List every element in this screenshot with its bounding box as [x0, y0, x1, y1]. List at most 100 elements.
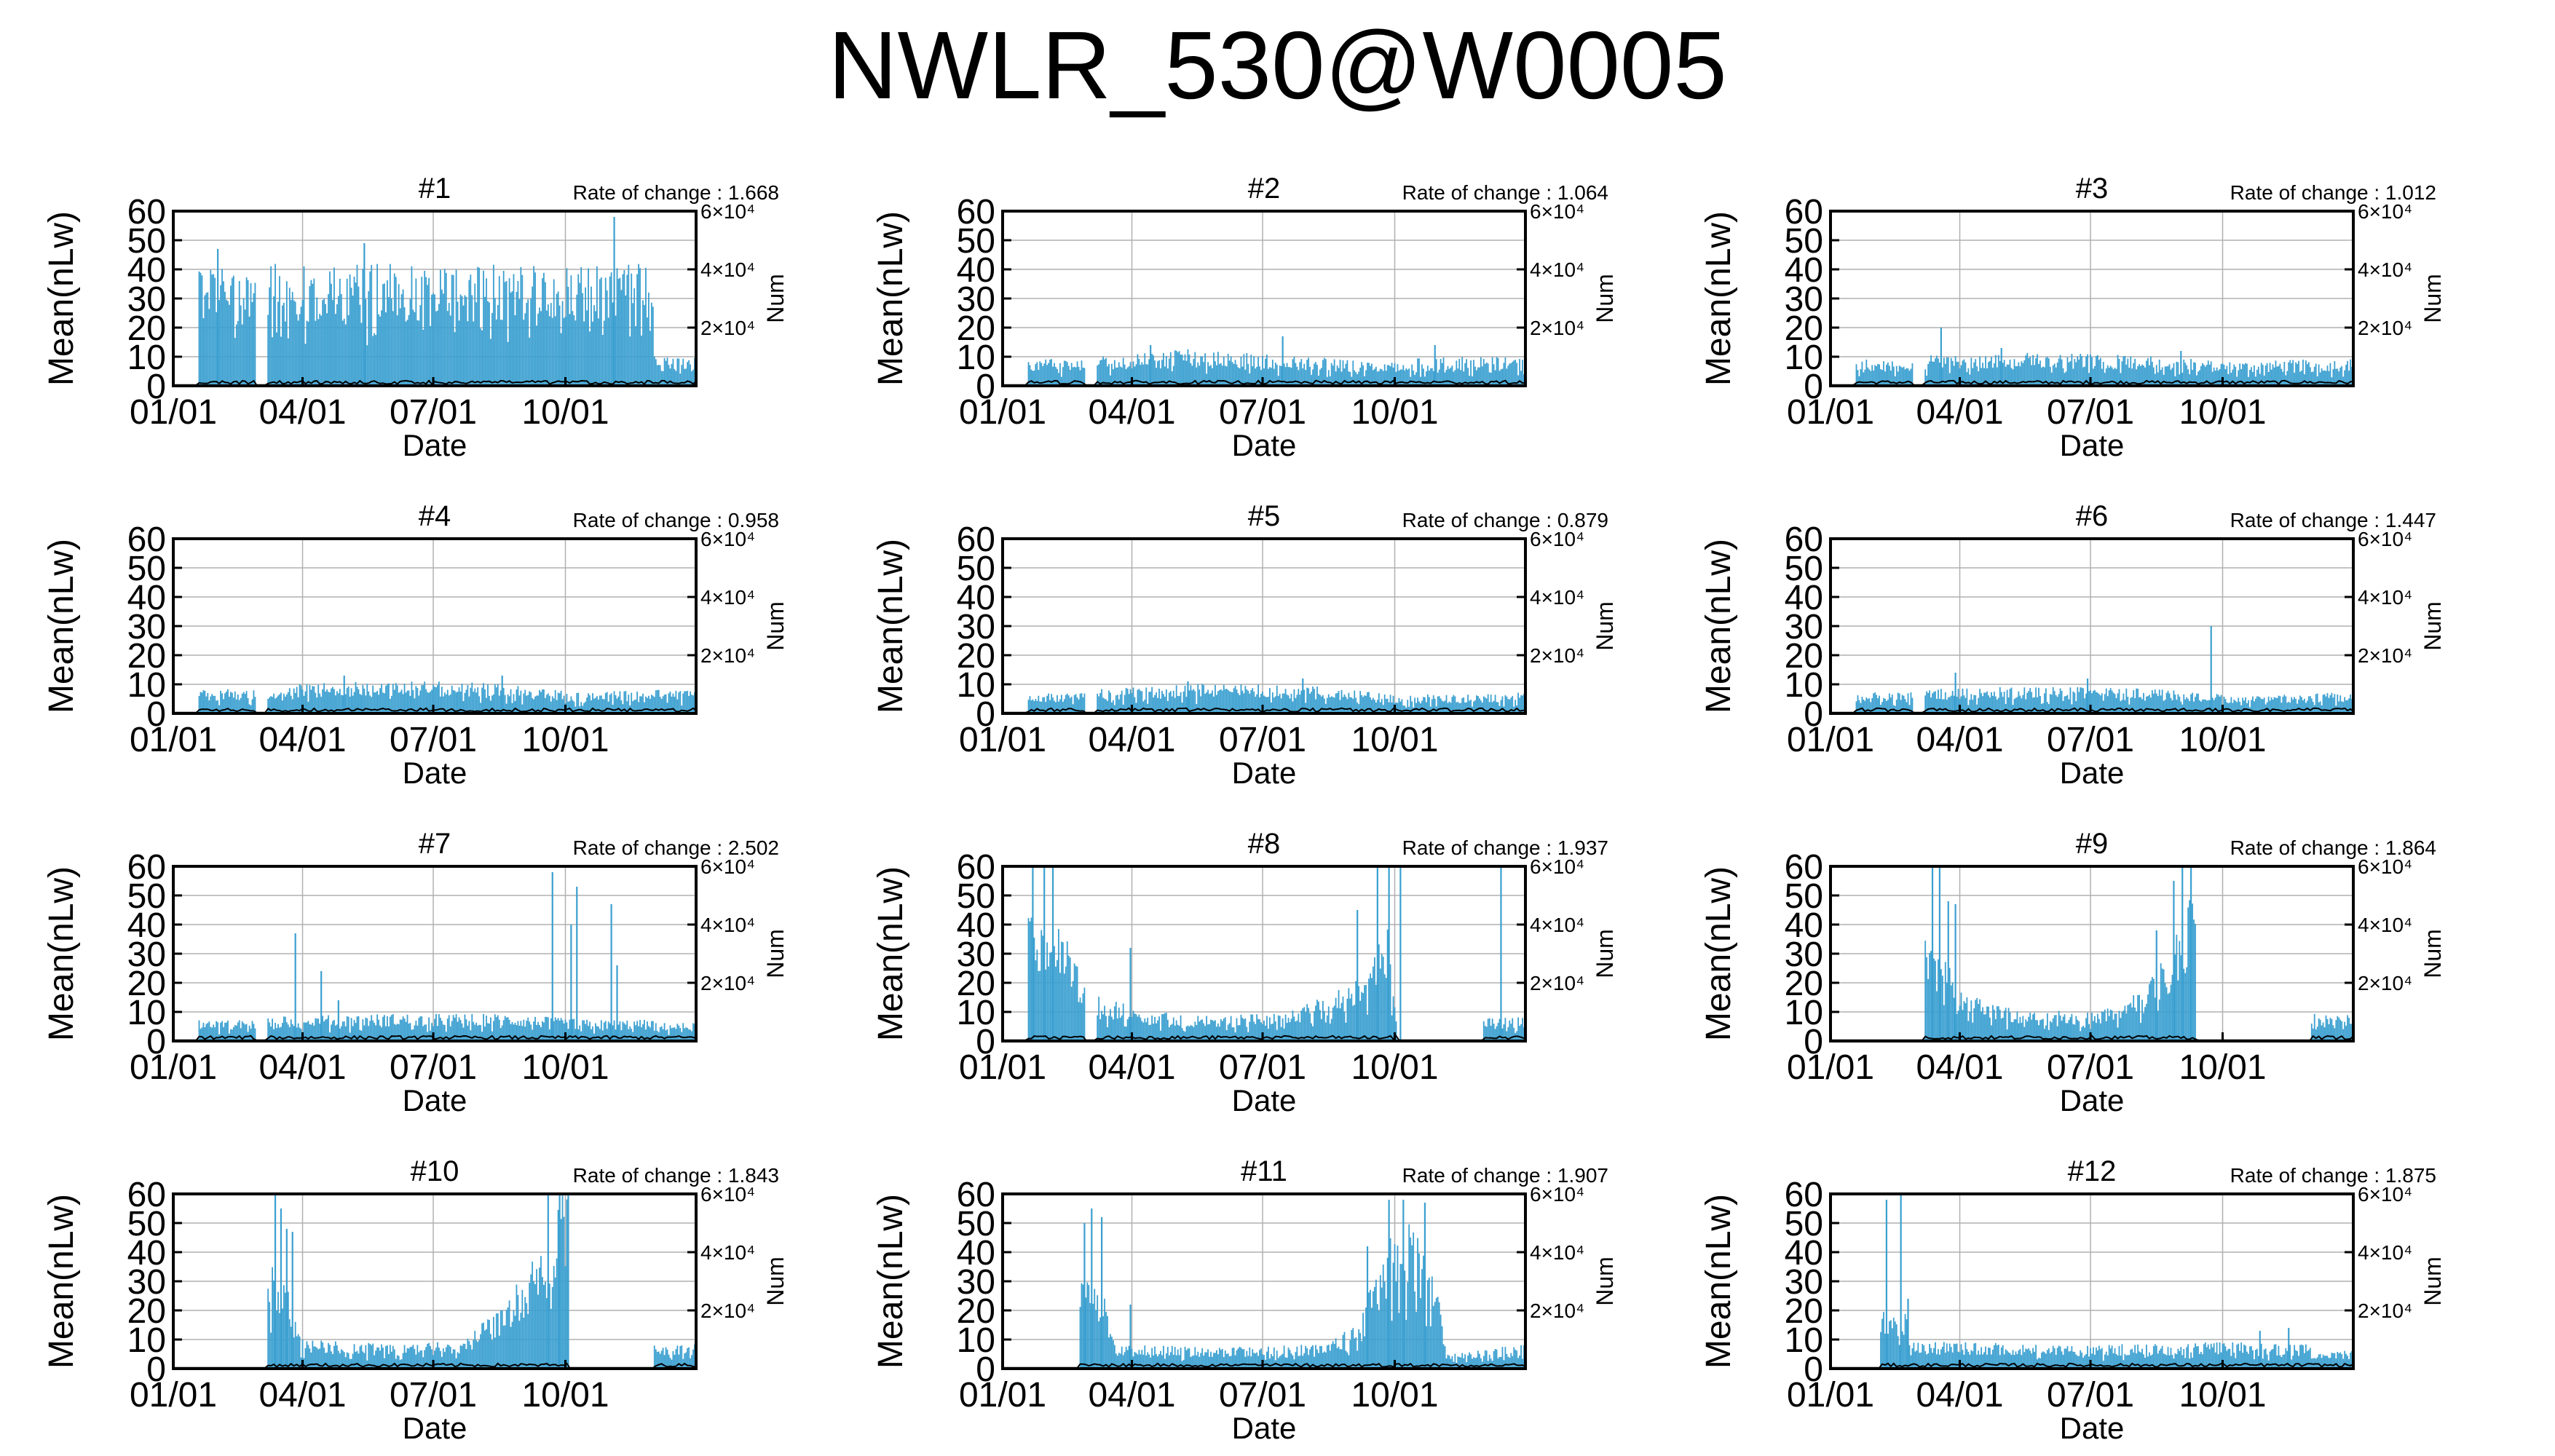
x-tick-label: 01/01 [1787, 1048, 1874, 1087]
y-tick-label: 60 [957, 1176, 995, 1214]
rate-of-change-label: Rate of change : 0.879 [1402, 509, 1608, 531]
y-tick-label: 60 [127, 1176, 166, 1214]
y-tick-label: 10 [1785, 339, 1823, 377]
y-tick-label: 0 [146, 1350, 166, 1389]
y2-tick-label: 4×10⁴ [700, 914, 755, 936]
subplot-title: #12 [2068, 1155, 2117, 1187]
rate-of-change-label: Rate of change : 1.012 [2230, 181, 2436, 204]
y-tick-label: 20 [1785, 309, 1823, 348]
x-axis-label: Date [403, 428, 467, 462]
y2-axis-label: Num [2420, 274, 2446, 323]
x-tick-label: 04/01 [258, 1048, 346, 1087]
y-axis-label: Mean(nLw) [1699, 1194, 1738, 1369]
y-axis-label: Mean(nLw) [872, 211, 910, 386]
y-tick-label: 30 [1785, 608, 1823, 646]
y-tick-label: 20 [1785, 637, 1823, 676]
x-tick-label: 01/01 [130, 1048, 217, 1087]
x-tick-label: 10/01 [1351, 1048, 1438, 1087]
y-axis-label: Mean(nLw) [42, 866, 81, 1041]
x-axis-label: Date [2060, 756, 2125, 790]
y-tick-label: 40 [127, 1234, 166, 1273]
y-axis-label: Mean(nLw) [1699, 866, 1738, 1041]
x-tick-label: 07/01 [1219, 1376, 1306, 1415]
y-tick-label: 60 [127, 193, 166, 232]
y2-axis-label: Num [762, 601, 789, 651]
y-tick-label: 0 [976, 368, 995, 406]
y-tick-label: 0 [146, 1023, 166, 1061]
y2-axis-label: Num [762, 1257, 789, 1306]
y-tick-label: 30 [1785, 280, 1823, 319]
rate-of-change-label: Rate of change : 1.064 [1402, 181, 1608, 204]
x-tick-label: 07/01 [390, 393, 477, 432]
x-axis-label: Date [403, 1083, 467, 1117]
y-tick-label: 30 [127, 935, 166, 974]
rate-of-change-label: Rate of change : 0.958 [573, 509, 779, 531]
y2-tick-label: 4×10⁴ [2358, 1241, 2412, 1264]
y-tick-label: 10 [1785, 994, 1823, 1032]
y-tick-label: 20 [1785, 965, 1823, 1003]
x-axis-label: Date [1232, 428, 1297, 462]
x-tick-label: 04/01 [1088, 1048, 1175, 1087]
y2-tick-label: 4×10⁴ [1530, 1241, 1584, 1264]
y2-tick-label: 4×10⁴ [2358, 914, 2412, 936]
y2-tick-label: 2×10⁴ [1530, 1299, 1584, 1322]
x-tick-label: 04/01 [258, 721, 346, 759]
y2-tick-label: 2×10⁴ [700, 972, 755, 994]
x-axis-label: Date [1232, 756, 1297, 790]
y-tick-label: 60 [1785, 848, 1823, 887]
y-tick-label: 20 [127, 1292, 166, 1331]
y-tick-label: 30 [957, 280, 995, 319]
y2-axis-label: Num [762, 929, 789, 978]
x-tick-label: 01/01 [130, 1376, 217, 1415]
y-axis-label: Mean(nLw) [42, 539, 81, 713]
y-tick-label: 50 [1785, 877, 1823, 916]
y2-tick-label: 4×10⁴ [700, 1241, 755, 1264]
rate-of-change-label: Rate of change : 1.875 [2230, 1164, 2436, 1187]
y2-tick-label: 6×10⁴ [2358, 200, 2412, 223]
y-tick-label: 30 [957, 608, 995, 646]
x-tick-label: 04/01 [258, 393, 346, 432]
y-tick-label: 40 [1785, 579, 1823, 617]
y2-tick-label: 2×10⁴ [2358, 317, 2412, 339]
subplot-title: #11 [1241, 1155, 1287, 1187]
y2-tick-label: 6×10⁴ [700, 528, 755, 550]
rate-of-change-label: Rate of change : 1.668 [573, 181, 779, 204]
y-tick-label: 50 [957, 550, 995, 588]
x-axis-label: Date [403, 1411, 467, 1445]
y-tick-label: 50 [957, 222, 995, 261]
rate-of-change-label: Rate of change : 1.937 [1402, 836, 1608, 859]
y-tick-label: 10 [1785, 666, 1823, 705]
x-axis-label: Date [403, 756, 467, 790]
y-tick-label: 60 [1785, 193, 1823, 232]
x-tick-label: 01/01 [130, 721, 217, 759]
y2-tick-label: 6×10⁴ [700, 1183, 755, 1206]
y-tick-label: 10 [127, 339, 166, 377]
y-tick-label: 50 [1785, 222, 1823, 261]
y-tick-label: 60 [1785, 521, 1823, 559]
x-tick-label: 10/01 [2179, 1376, 2266, 1415]
y-tick-label: 30 [1785, 1263, 1823, 1302]
y-tick-label: 10 [957, 1321, 995, 1360]
num-series-line [1831, 1362, 2354, 1369]
y2-axis-label: Num [1592, 929, 1618, 978]
y-tick-label: 0 [1804, 368, 1823, 406]
y-tick-label: 50 [1785, 1205, 1823, 1243]
y-tick-label: 10 [127, 994, 166, 1032]
subplot-title: #9 [2076, 828, 2109, 860]
y-tick-label: 20 [957, 965, 995, 1003]
num-series-line [1003, 1362, 1526, 1369]
x-tick-label: 10/01 [2179, 721, 2266, 759]
y-tick-label: 20 [957, 309, 995, 348]
x-axis-label: Date [2060, 1083, 2125, 1117]
y-tick-label: 50 [957, 1205, 995, 1243]
y-tick-label: 40 [127, 906, 166, 945]
subplot-title: #5 [1248, 500, 1281, 532]
x-tick-label: 04/01 [1916, 1376, 2003, 1415]
y-axis-label: Mean(nLw) [872, 539, 910, 713]
y2-tick-label: 2×10⁴ [700, 1299, 755, 1322]
y-tick-label: 40 [957, 251, 995, 290]
x-tick-label: 04/01 [1916, 1048, 2003, 1087]
subplot-title: #4 [419, 500, 451, 532]
y-tick-label: 40 [1785, 251, 1823, 290]
y2-tick-label: 2×10⁴ [1530, 972, 1584, 994]
